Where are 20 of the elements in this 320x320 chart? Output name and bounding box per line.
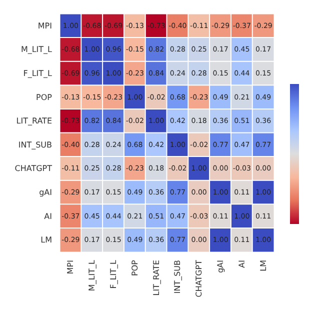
y-tick-label: LM: [40, 236, 52, 245]
x-tick-label: LIT_RATE: [152, 260, 161, 296]
y-tick-label: LIT_RATE: [16, 116, 52, 126]
y-tick-label: CHATGPT: [14, 164, 52, 174]
x-tick-label: INT_SUB: [173, 260, 182, 294]
y-tick-label: AI: [44, 212, 52, 221]
y-tick-label: F_LIT_L: [23, 69, 53, 78]
y-tick-label: INT_SUB: [18, 140, 52, 150]
y-tick-label: MPI: [38, 21, 52, 30]
x-tick-label: F_LIT_L: [109, 259, 118, 289]
x-tick-label: gAI: [216, 260, 225, 273]
x-tick-label: LM: [258, 260, 268, 272]
x-tick-label: MPI: [66, 260, 76, 274]
y-tick-label: M_LIT_L: [20, 45, 53, 54]
x-tick-label: M_LIT_L: [88, 259, 97, 292]
y-tick-label: gAI: [39, 188, 52, 197]
y-tick-label: POP: [36, 92, 52, 102]
x-tick-label: AI: [237, 260, 246, 268]
x-tick-label: CHATGPT: [194, 260, 204, 298]
x-tick-label: POP: [130, 260, 140, 276]
